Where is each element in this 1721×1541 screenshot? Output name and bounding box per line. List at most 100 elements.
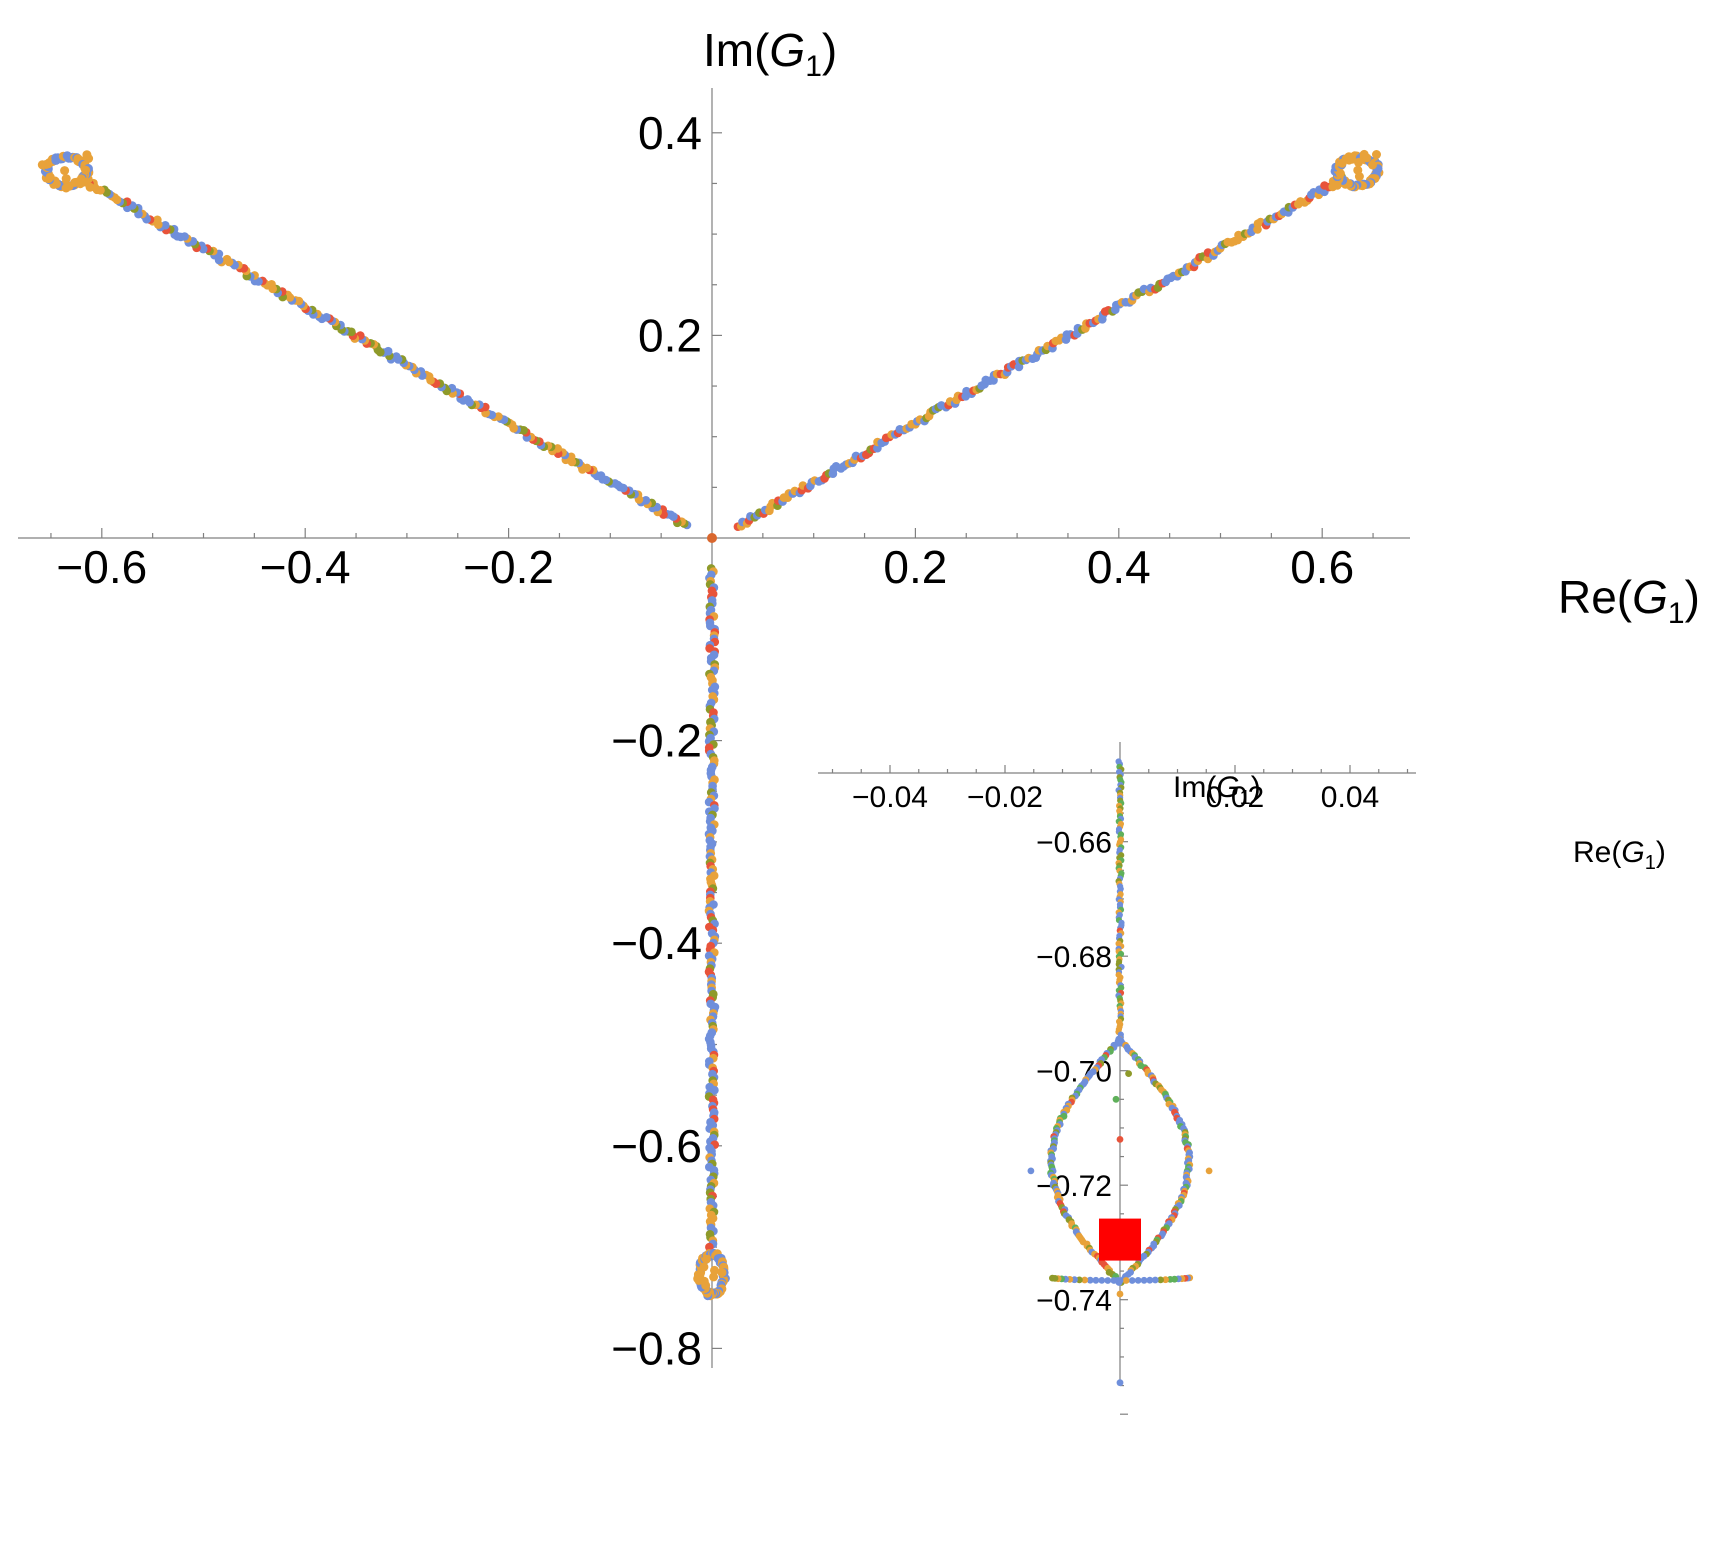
main-loop-point <box>60 166 70 176</box>
inset-x-tick-label: 0.04 <box>1321 781 1379 814</box>
inset-x-ticks: −0.04 −0.02 0.02 0.04 <box>852 781 1379 814</box>
main-loop-point <box>45 172 55 182</box>
main-x-label-sub: 1 <box>1668 597 1685 630</box>
main-y-ticks: 0.4 0.2 −0.2 −0.4 −0.6 −0.8 <box>611 107 702 1375</box>
main-x-tick-label: −0.6 <box>56 541 147 593</box>
main-x-label-base: Re( <box>1558 571 1633 623</box>
main-axes: −0.6 −0.4 −0.2 0.2 0.4 0.6 0.4 0.2 −0.2 −0.4 −0.6… <box>18 88 1410 1374</box>
main-y-tick-label: 0.2 <box>638 309 702 361</box>
inset-outlier-point <box>1205 1167 1213 1175</box>
main-loop-point <box>717 1268 727 1278</box>
inset-x-tick-label: −0.02 <box>967 781 1043 814</box>
main-y-tick-label: −0.6 <box>611 1120 702 1172</box>
main-y-label-base: Im( <box>703 24 770 76</box>
inset-plot: −0.04 −0.02 0.02 0.04 −0.66−0.68−0.70−0.72−… <box>818 742 1666 1532</box>
inset-axes: −0.04 −0.02 0.02 0.04 −0.66−0.68−0.70−0.72−… <box>818 742 1416 1415</box>
inset-teardrop-point <box>1128 1277 1136 1284</box>
main-y-tick-label: 0.4 <box>638 107 702 159</box>
inset-teardrop-point <box>1151 1276 1159 1284</box>
inset-teardrop-point <box>1162 1276 1169 1284</box>
main-y-label-sub: 1 <box>805 50 822 83</box>
main-origin-point <box>707 533 717 543</box>
main-loop-point <box>1372 150 1381 159</box>
main-loop-point <box>70 178 80 187</box>
inset-outlier-point <box>1112 1095 1120 1103</box>
inset-teardrop-point <box>1098 1277 1106 1284</box>
inset-outlier-point <box>1116 1136 1124 1143</box>
main-y-label-close: ) <box>822 24 837 76</box>
main-loop-point <box>1337 158 1347 168</box>
inset-y-ticks: −0.66−0.68−0.70−0.72−0.74 <box>1036 827 1112 1318</box>
inset-x-axis-label: Re(G1) <box>1573 836 1666 874</box>
main-x-axis-label: Re(G1) <box>1558 571 1700 630</box>
main-loop-point <box>1354 157 1363 167</box>
main-loop-point <box>699 1262 709 1272</box>
inset-x-tick-label: 0.02 <box>1206 781 1264 814</box>
main-x-label-close: ) <box>1685 571 1700 623</box>
main-loop-point <box>1368 160 1377 170</box>
main-y-tick-label: −0.8 <box>611 1322 702 1374</box>
main-loop-point <box>85 182 95 192</box>
inset-y-label-base: Im( <box>1173 771 1216 804</box>
main-loop-point <box>61 183 71 193</box>
inset-teardrop-point <box>1049 1274 1056 1282</box>
main-loop-point <box>1354 172 1364 181</box>
inset-x-label-var: G <box>1621 836 1644 869</box>
inset-y-label-var: G <box>1216 771 1239 804</box>
inset-teardrop-point <box>1122 1277 1130 1284</box>
main-loop-point <box>84 154 94 163</box>
main-x-ticks: −0.6 −0.4 −0.2 0.2 0.4 0.6 <box>56 541 1354 593</box>
inset-outlier-point <box>1116 1379 1124 1387</box>
inset-y-tick-label: −0.74 <box>1036 1285 1112 1318</box>
main-loop-point <box>37 160 47 170</box>
inset-background <box>898 772 1558 1532</box>
main-loop-point <box>710 1265 719 1275</box>
inset-outlier-point <box>1125 1070 1132 1077</box>
inset-teardrop-point <box>1092 1276 1100 1284</box>
inset-teardrop-point <box>1110 1277 1118 1284</box>
inset-red-square-marker <box>1099 1218 1141 1261</box>
main-loop-point <box>61 174 71 184</box>
inset-x-tick-label: −0.04 <box>852 781 928 814</box>
inset-teardrop-point <box>1146 1276 1154 1284</box>
main-x-label-var: G <box>1632 571 1668 623</box>
inset-y-tick-label: −0.68 <box>1036 941 1112 974</box>
main-loop-point <box>701 1280 711 1290</box>
main-y-label-var: G <box>769 24 805 76</box>
main-loop-point <box>1359 149 1369 159</box>
inset-teardrop-point <box>1157 1276 1164 1284</box>
main-x-tick-label: −0.4 <box>260 541 351 593</box>
main-loop-point <box>81 165 91 175</box>
main-y-tick-label: −0.4 <box>611 917 702 969</box>
main-data-points <box>37 149 1384 1301</box>
main-x-minor-ticks <box>50 528 1374 538</box>
main-x-tick-label: −0.2 <box>463 541 554 593</box>
inset-teardrop-point <box>1086 1276 1094 1284</box>
inset-y-tick-label: −0.72 <box>1036 1170 1112 1203</box>
inset-outlier-point <box>1027 1167 1035 1175</box>
main-y-tick-label: −0.2 <box>611 715 702 767</box>
inset-outlier-point <box>1116 1290 1124 1298</box>
inset-x-label-base: Re( <box>1573 836 1621 869</box>
inset-teardrop-point <box>1104 1277 1112 1284</box>
inset-teardrop-point <box>1134 1277 1142 1284</box>
inset-teardrop-point <box>1116 1277 1124 1284</box>
inset-x-label-close: ) <box>1656 836 1666 869</box>
main-y-axis-label: Im(G1) <box>703 24 837 83</box>
inset-teardrop-point <box>1081 1276 1089 1284</box>
main-loop-point <box>1332 180 1342 190</box>
inset-x-minor-ticks <box>831 765 1409 773</box>
inset-y-label-sub: 1 <box>1240 787 1251 809</box>
main-x-tick-label: 0.6 <box>1290 541 1354 593</box>
inset-teardrop-point <box>1140 1276 1148 1284</box>
inset-teardrop-point <box>1076 1276 1083 1284</box>
main-plot: −0.6 −0.4 −0.2 0.2 0.4 0.6 0.4 0.2 −0.2 −0.4 −0.6… <box>18 24 1700 1374</box>
main-loop-point <box>701 1254 711 1264</box>
inset-y-tick-label: −0.66 <box>1036 827 1112 860</box>
main-loop-point <box>693 1274 703 1284</box>
main-x-tick-label: 0.2 <box>883 541 947 593</box>
inset-y-axis-label: Im(G1) <box>1173 771 1261 809</box>
inset-x-label-sub: 1 <box>1645 852 1656 874</box>
inset-y-label-close: ) <box>1251 771 1261 804</box>
